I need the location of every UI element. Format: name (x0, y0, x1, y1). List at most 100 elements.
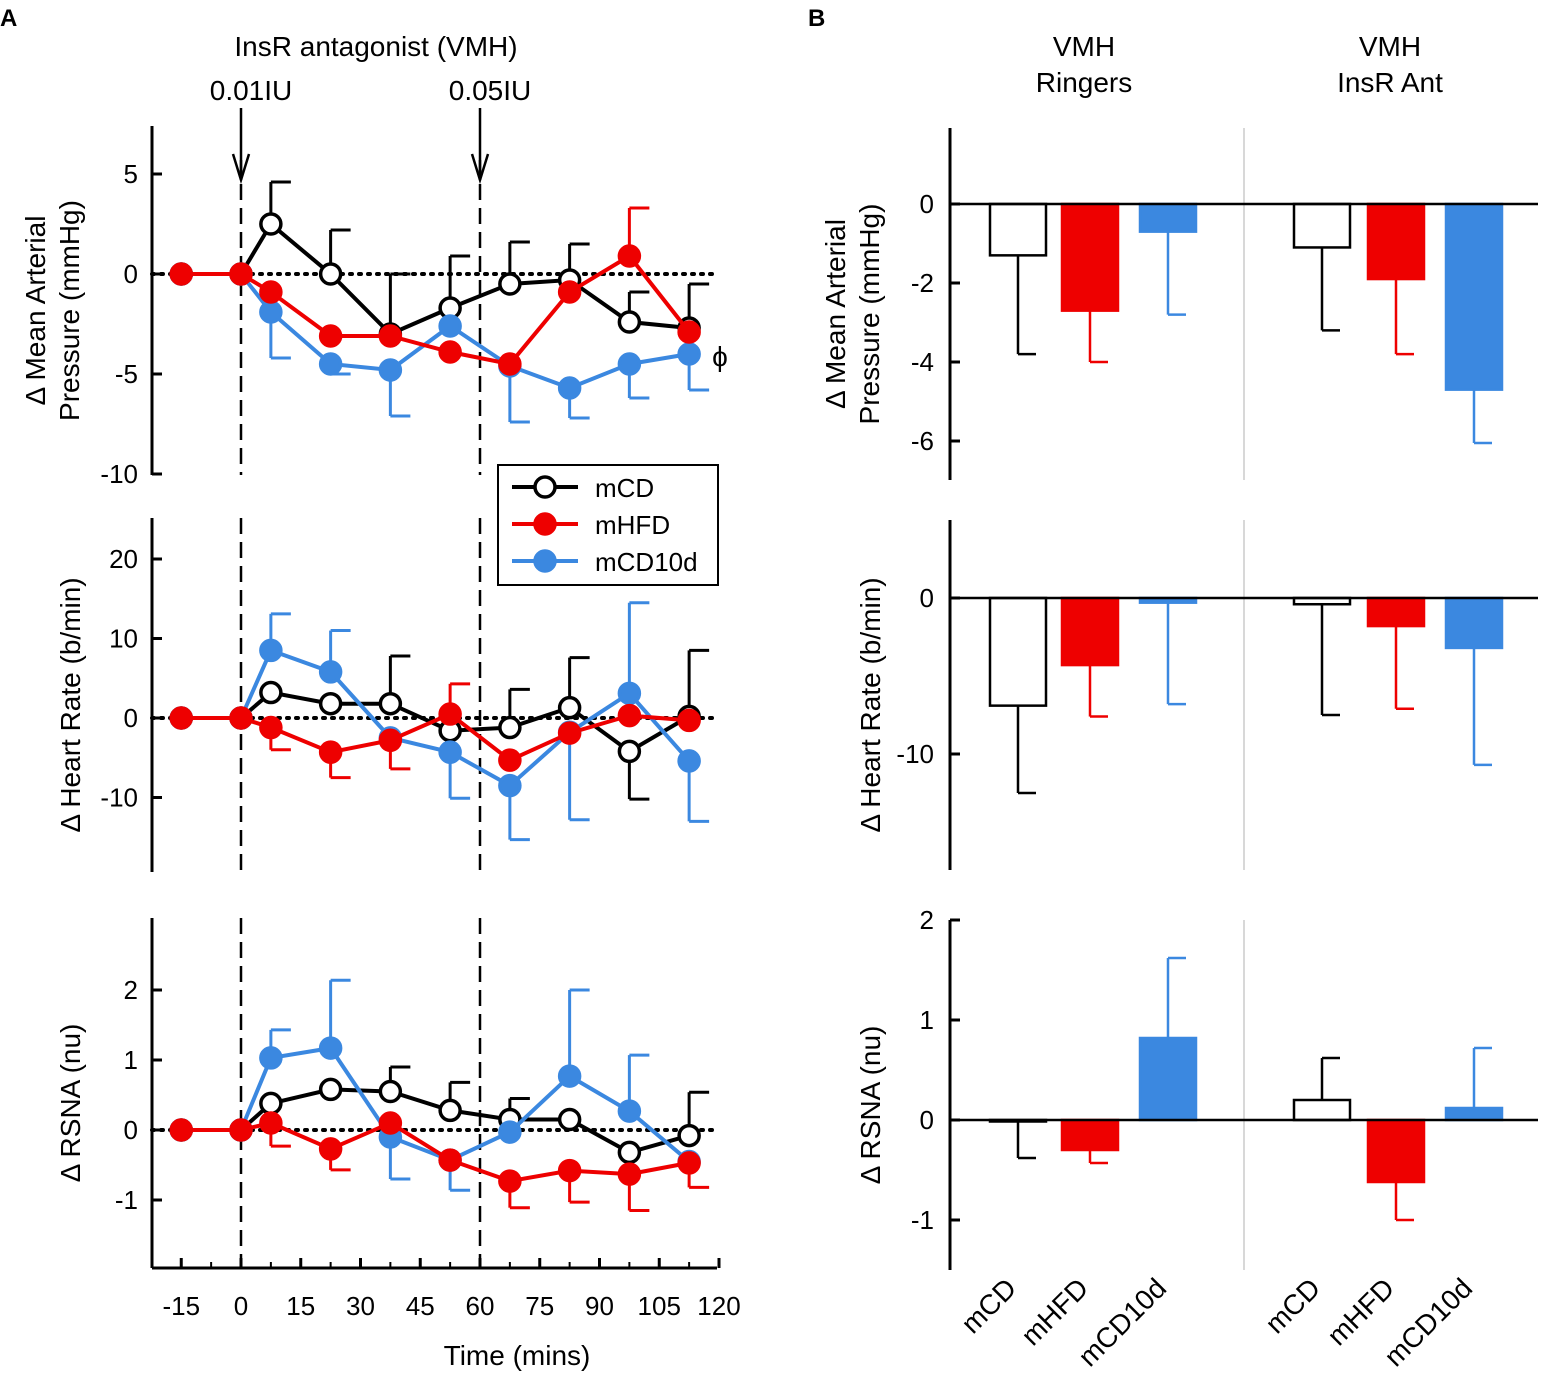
a-series-line-mHFD (181, 711, 690, 763)
panel-b-letter: B (808, 5, 825, 32)
a-ytick-label: 5 (124, 159, 138, 189)
a-point-mCD10d (318, 352, 343, 376)
a-point-mCD (498, 272, 522, 296)
a-ytick-label: 2 (124, 975, 138, 1005)
a-point-mCD (259, 212, 283, 236)
b-bar-mCD10d (1138, 202, 1198, 233)
a-point-mHFD (557, 721, 582, 745)
b-bar-mHFD (1060, 1118, 1120, 1152)
a-dose-arrow-head (470, 153, 490, 185)
a-point-mHFD (378, 1111, 403, 1135)
a-point-mHFD (438, 340, 462, 364)
a-point-mCD (259, 1091, 283, 1116)
legend-label-mCD: mCD (595, 473, 654, 503)
a-point-mHFD (617, 1162, 642, 1186)
a-ytick-label: -10 (100, 459, 138, 489)
a-point-mHFD (617, 244, 642, 268)
a-point-mCD10d (617, 1099, 642, 1123)
b-ylabel-line: Δ Mean Arterial (820, 219, 851, 409)
a-ytick-label: 0 (124, 703, 138, 733)
a-point-mCD10d (498, 773, 522, 798)
a-point-mHFD (677, 708, 701, 733)
a-series-line-mHFD (181, 253, 691, 367)
a-point-mCD (318, 691, 343, 716)
b-ytick-label: -2 (911, 268, 934, 298)
a-xtick-label: 105 (638, 1291, 681, 1321)
a-point-mHFD (498, 352, 522, 376)
legend-label-mHFD: mHFD (595, 510, 670, 540)
a-point-mCD (617, 310, 642, 334)
b-bar-mCD10d (1138, 1036, 1198, 1122)
b-bar-mCD (988, 596, 1048, 707)
a-point-mHFD (169, 1118, 193, 1142)
plot-layer: 50-5-10Δ Mean Arterial Pressure (mmHg)201… (20, 31, 1538, 1372)
a-point-mCD10d (617, 352, 642, 376)
a-point-mHFD (169, 262, 193, 286)
a-point-mCD (557, 1107, 582, 1132)
b-ytick-label: 0 (920, 583, 934, 613)
legend-marker-mCD10d (533, 549, 557, 573)
a-ylabel-line: Δ Heart Rate (b/min) (55, 577, 86, 832)
a-point-mHFD (438, 702, 462, 726)
b-category-label: mCD (1259, 1272, 1326, 1339)
a-point-mHFD (318, 740, 343, 764)
a-point-mCD10d (677, 749, 701, 773)
a-ytick-label: 0 (124, 1115, 138, 1145)
a-point-mCD10d (498, 1120, 522, 1144)
b-bar-mHFD (1060, 202, 1120, 312)
b-ytick-label: -10 (896, 739, 934, 769)
a-point-mCD10d (318, 1036, 343, 1060)
a-point-mHFD (677, 320, 701, 344)
a-series-line-mHFD (181, 1120, 690, 1184)
a-ylabel-line: Δ RSNA (nu) (55, 1024, 86, 1183)
a-point-mHFD (617, 703, 642, 728)
a-ytick-label: 20 (109, 544, 138, 574)
b-bar-mHFD (1366, 596, 1426, 628)
panel-a-letter: A (0, 5, 17, 32)
b-bar-mHFD (1366, 1118, 1426, 1184)
a-xtick-label: 15 (286, 1291, 315, 1321)
insr-antagonist-title: InsR antagonist (VMH) (234, 31, 517, 62)
legend-marker-mCD (533, 475, 557, 499)
a-point-mCD10d (677, 342, 701, 366)
a-point-mCD (318, 262, 343, 286)
b-group-label: VMH (1053, 31, 1115, 62)
a-series-line-mCD (181, 690, 691, 754)
a-point-mHFD (677, 1151, 701, 1175)
a-point-mHFD (498, 1169, 522, 1193)
a-series-line-mCD10d (181, 272, 690, 391)
b-bar-mCD (1292, 1098, 1352, 1122)
a-point-mCD (438, 1098, 462, 1123)
a-ylabel-line: Pressure (mmHg) (54, 200, 85, 421)
b-bar-mCD10d (1444, 596, 1504, 650)
dose-label-2: 0.05IU (449, 75, 532, 106)
b-group-label: InsR Ant (1337, 67, 1443, 98)
a-point-mCD (557, 695, 582, 720)
b-bar-mCD10d (1444, 1106, 1504, 1122)
a-xtick-label: 45 (406, 1291, 435, 1321)
a-ylabel-line: Δ Mean Arterial (20, 216, 51, 406)
a-series-line-mCD10d (181, 647, 691, 789)
a-point-mCD10d (438, 314, 462, 338)
b-bar-mCD (1292, 202, 1352, 249)
b-group-label: Ringers (1036, 67, 1132, 98)
b-ytick-label: 0 (920, 1105, 934, 1135)
a-point-mHFD (259, 1111, 283, 1135)
a-series-line-mCD (181, 1087, 690, 1155)
a-ytick-label: -10 (100, 783, 138, 813)
a-dose-arrow-head (231, 153, 251, 185)
a-point-mHFD (557, 1158, 582, 1183)
a-xtick-label: -15 (162, 1291, 200, 1321)
a-xtick-label: 30 (346, 1291, 375, 1321)
b-bar-mHFD (1060, 596, 1120, 667)
a-series-line-mCD (181, 220, 690, 337)
a-point-mCD (617, 1140, 642, 1165)
b-bar-mCD (988, 202, 1048, 257)
a-point-mCD10d (378, 358, 403, 382)
b-bar-mHFD (1366, 202, 1426, 281)
a-xtick-label: 60 (466, 1291, 495, 1321)
a-series-line-mCD10d (181, 1045, 691, 1164)
a-point-mCD (498, 715, 522, 740)
b-bar-mCD10d (1444, 202, 1504, 391)
b-ytick-label: 0 (920, 189, 934, 219)
